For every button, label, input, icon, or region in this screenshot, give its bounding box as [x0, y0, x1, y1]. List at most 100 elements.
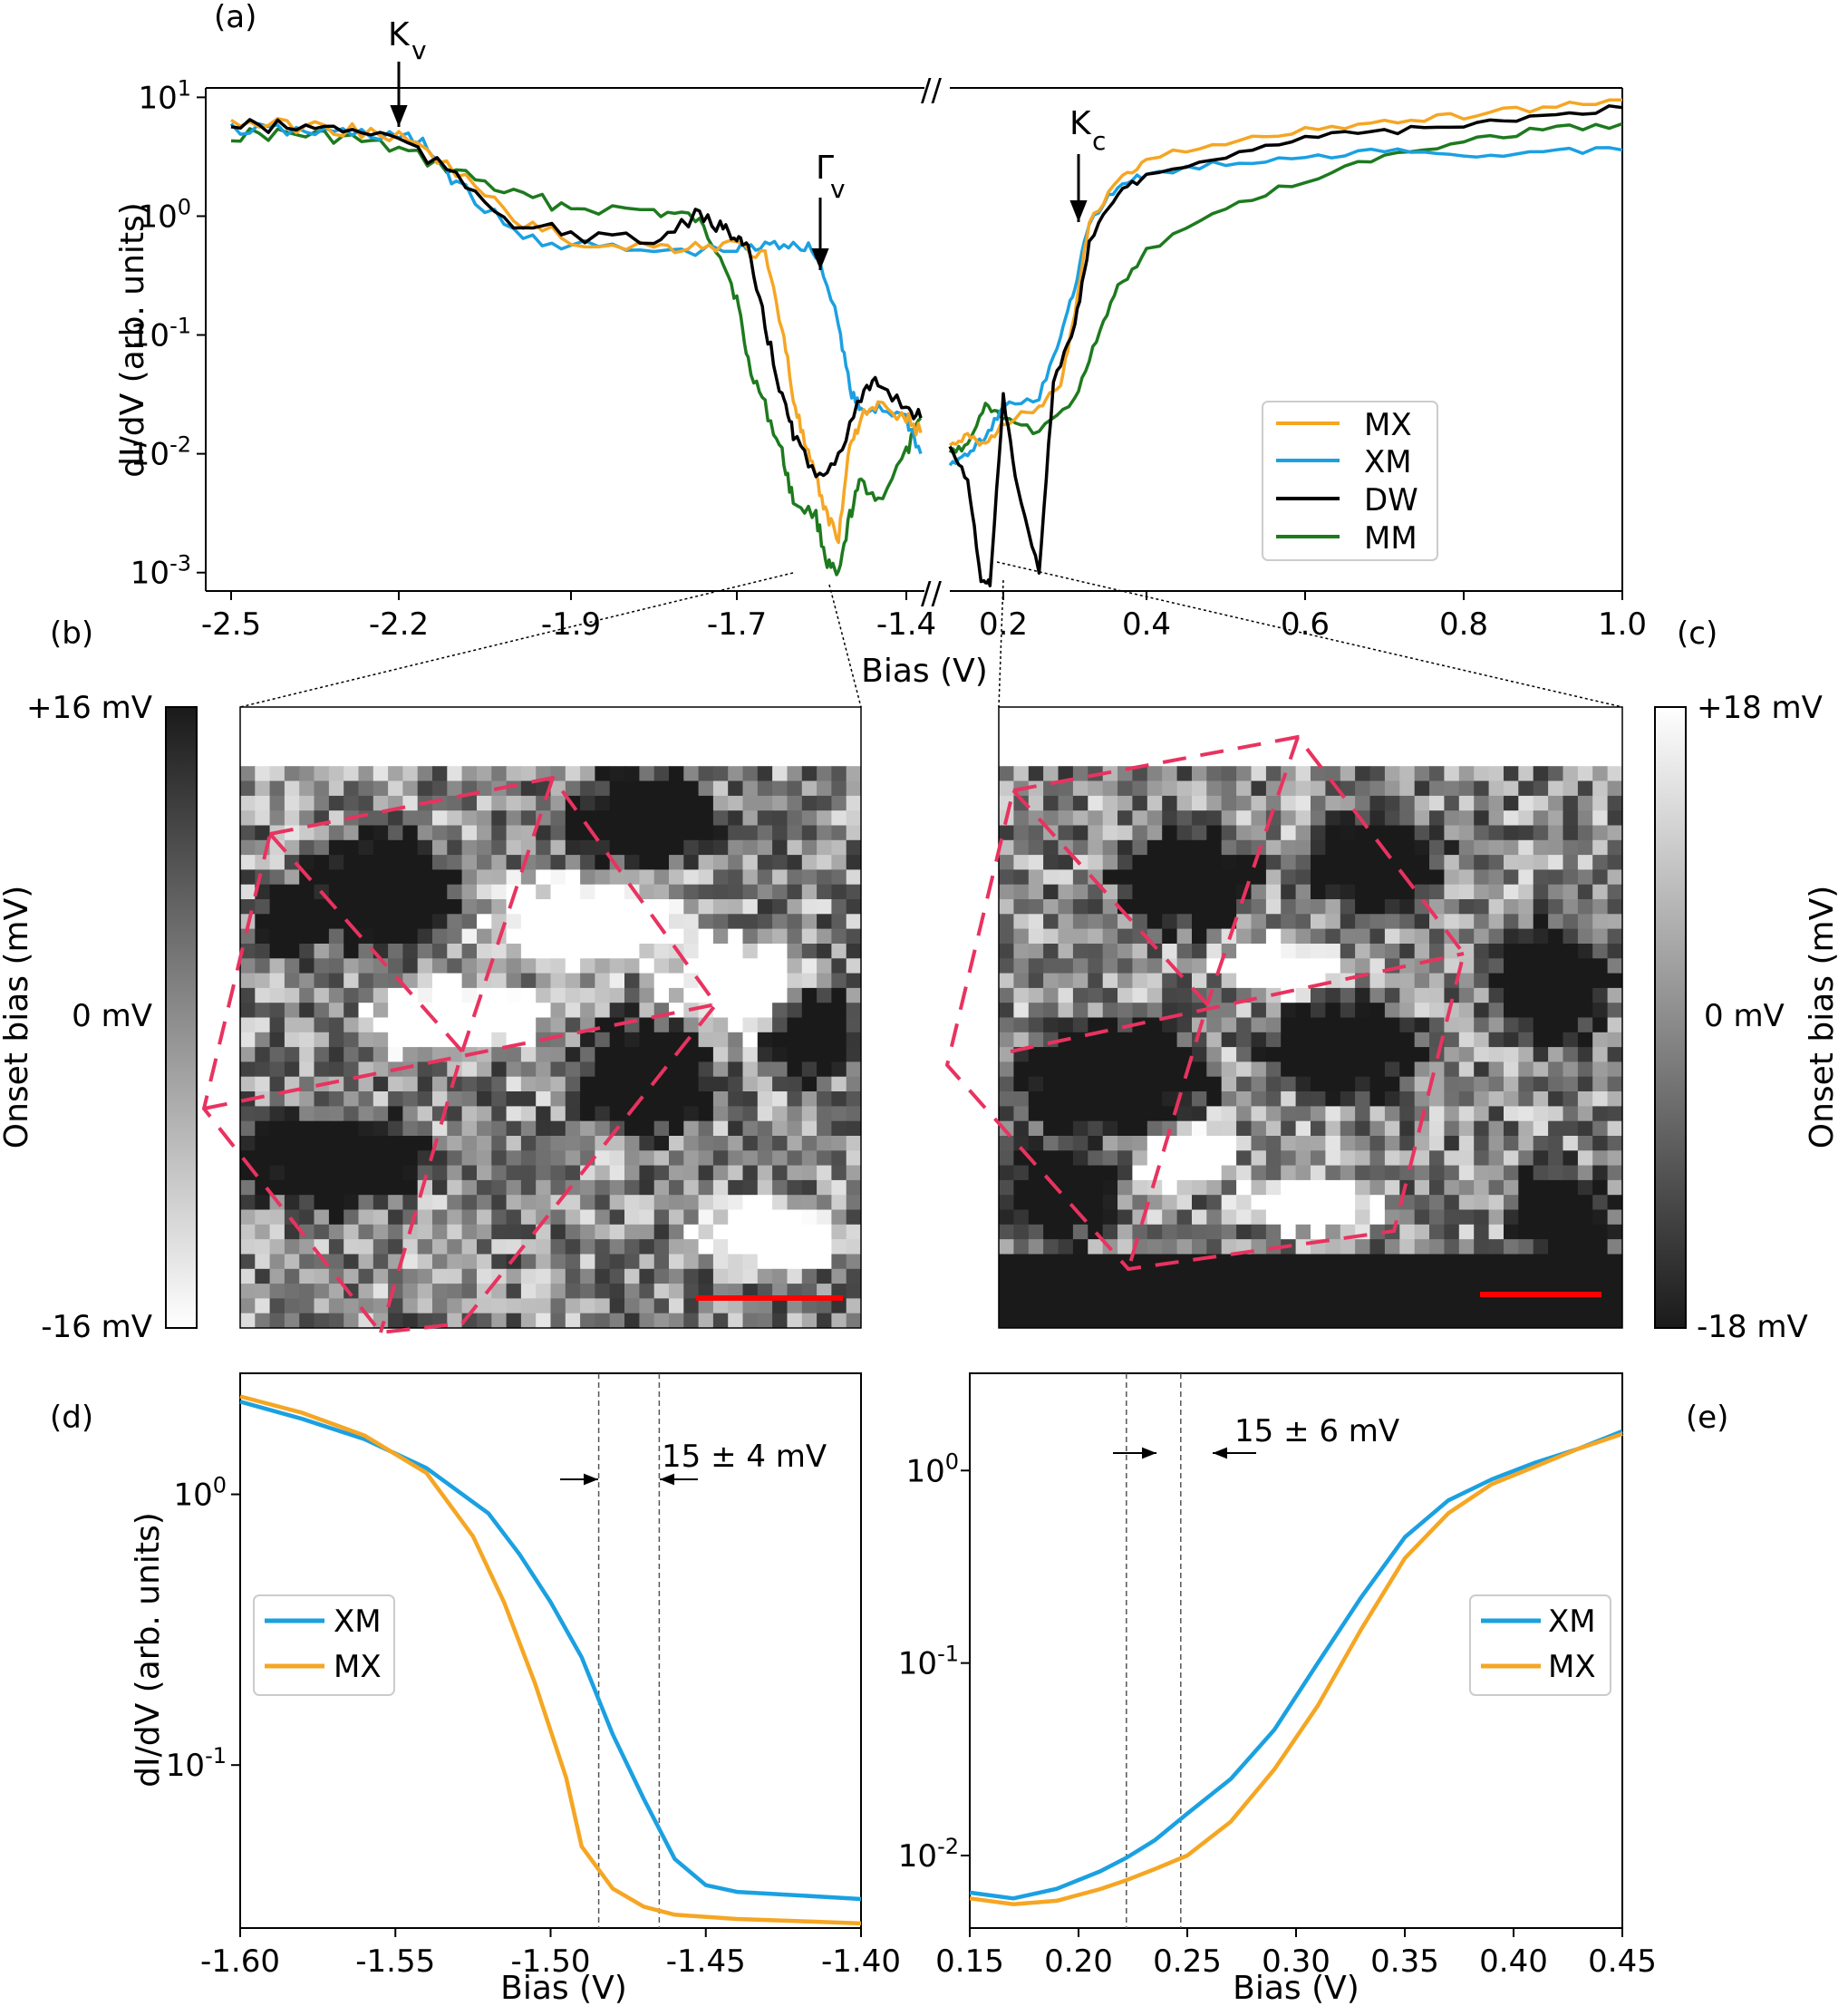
x-tick-label: -1.4	[876, 606, 936, 643]
panel-a-y-ticks: 101 100 10-1 10-2 10-3	[131, 75, 206, 592]
colorbar-b-bottom: -16 mV	[41, 1309, 152, 1345]
onset-map-b	[240, 707, 861, 1328]
x-tick-label: -1.55	[355, 1943, 435, 1980]
x-tick-label: -1.7	[707, 606, 767, 643]
annotation-gv-text: Γ	[816, 150, 834, 187]
panel-d-x-ticks: -1.60 -1.55 -1.50 -1.45 -1.40	[200, 1928, 901, 1980]
y-tick-label: 100	[173, 1473, 227, 1514]
annotation-kc-sub: c	[1092, 126, 1106, 156]
panel-a-label: (a)	[214, 0, 256, 35]
x-tick-label: 0.15	[935, 1943, 1004, 1980]
series-line-xm	[969, 1429, 1623, 1901]
series-line-dw-left	[230, 118, 923, 479]
series-line-mx-left	[230, 117, 923, 545]
panel-e-label: (e)	[1686, 1400, 1728, 1436]
x-tick-label: 0.4	[1122, 606, 1171, 643]
panel-b-label: (b)	[50, 615, 93, 652]
panel-c: (c) +18 mV 0 mV -18 mV Onset bias (mV)	[944, 615, 1841, 1345]
series-line-mx	[239, 1394, 862, 1926]
x-tick-label: 1.0	[1598, 606, 1647, 643]
series-line-mx	[969, 1431, 1623, 1906]
colorbar-c-mid: 0 mV	[1704, 998, 1785, 1034]
annotation-kv-text: K	[388, 16, 411, 53]
y-tick-label: 10-1	[898, 1642, 959, 1682]
axis-break-mark-top: //	[921, 73, 942, 109]
colorbar-c-label: Onset bias (mV)	[1804, 886, 1841, 1149]
annotation-kv-sub: v	[411, 35, 427, 65]
y-tick-label: 100	[138, 194, 191, 235]
onset-map-c	[999, 707, 1622, 1328]
panel-e-marker-lines	[1126, 1373, 1182, 1928]
panel-a-series	[229, 98, 1623, 587]
x-tick-label: 0.35	[1370, 1943, 1439, 1980]
annotation-kc: K c	[1069, 105, 1106, 222]
panel-e-annotation: 15 ± 6 mV	[1234, 1413, 1399, 1449]
legend-label-mm: MM	[1364, 520, 1417, 557]
x-tick-label: -2.5	[201, 606, 261, 643]
panel-e-y-ticks: 100 10-1 10-2	[898, 1449, 970, 1875]
y-tick-label: 10-2	[898, 1834, 959, 1875]
panel-a-x-axis-label: Bias (V)	[861, 653, 988, 690]
annotation-gv: Γ v	[811, 150, 846, 270]
colorbar-b-top: +16 mV	[26, 690, 152, 726]
panel-e-legend: XM MX	[1469, 1594, 1611, 1696]
series-line-mm-left	[230, 127, 923, 577]
x-tick-label: -1.50	[511, 1943, 591, 1980]
panel-a-y-axis-label: dI/dV (arb. units)	[114, 202, 151, 478]
y-tick-label: 10-1	[131, 314, 191, 354]
panel-a-x-ticks: -2.5 -2.2 -1.9 -1.7 -1.4 0.2 0.4 0.6 0.8 1.0	[201, 591, 1647, 643]
x-tick-label: 0.25	[1153, 1943, 1222, 1980]
panel-c-label: (c)	[1677, 615, 1717, 652]
legend-label-mx: MX	[334, 1649, 382, 1685]
panel-a-axes	[205, 87, 1623, 592]
panel-d-annotation: 15 ± 4 mV	[662, 1439, 827, 1475]
legend-label-xm: XM	[1364, 444, 1412, 480]
x-tick-label: 0.20	[1044, 1943, 1113, 1980]
series-line-mx-right	[948, 98, 1622, 447]
legend-label-mx: MX	[1548, 1649, 1596, 1685]
colorbar-c	[1654, 706, 1687, 1329]
y-tick-label: 10-3	[131, 551, 191, 592]
panel-d-marker-lines	[597, 1373, 661, 1928]
y-tick-label: 10-1	[166, 1743, 227, 1784]
series-line-dw-right	[948, 104, 1623, 587]
x-tick-label: 0.2	[979, 606, 1028, 643]
annotation-gv-sub: v	[830, 174, 846, 204]
x-tick-label: -1.60	[200, 1943, 280, 1980]
series-line-mm-right	[948, 121, 1623, 454]
overlay-c	[944, 734, 1466, 1272]
x-tick-label: 0.40	[1479, 1943, 1548, 1980]
x-tick-label: -1.9	[541, 606, 601, 643]
panel-d-label: (d)	[50, 1400, 93, 1436]
panel-d-y-ticks: 100 10-1	[166, 1473, 240, 1784]
panel-a: (a) // // 101 100 10-1 10-2 10-3 -2.5 -2.2 -1.…	[114, 0, 1647, 708]
annotation-kv: K v	[388, 16, 427, 127]
x-tick-label: -1.40	[821, 1943, 901, 1980]
overlay-b	[201, 775, 719, 1335]
moire-grid	[1010, 736, 1465, 1270]
x-tick-label: 0.45	[1588, 1943, 1657, 1980]
panel-e-x-axis-label: Bias (V)	[1233, 1970, 1359, 2006]
panel-e-x-ticks: 0.15 0.20 0.25 0.30 0.35 0.40 0.45	[935, 1928, 1657, 1980]
legend-label-xm: XM	[334, 1604, 382, 1640]
legend-label-dw: DW	[1364, 482, 1418, 518]
colorbar-b	[165, 706, 198, 1329]
panel-e: (e) 100 10-1 10-2 0.15 0.20 0.25 0.30 0.35 0.40…	[898, 1372, 1728, 2006]
colorbar-c-top: +18 mV	[1697, 690, 1823, 726]
colorbar-b-label: Onset bias (mV)	[0, 886, 35, 1149]
annotation-kc-text: K	[1069, 105, 1092, 142]
moire-grid	[203, 777, 717, 1333]
y-tick-label: 101	[138, 75, 191, 116]
x-tick-label: -1.45	[666, 1943, 746, 1980]
x-tick-label: -2.2	[369, 606, 429, 643]
colorbar-b-mid: 0 mV	[72, 998, 152, 1034]
panel-a-legend: MX XM DW MM	[1262, 401, 1438, 561]
x-tick-label: 0.8	[1439, 606, 1488, 643]
y-tick-label: 10-2	[131, 432, 191, 473]
panel-b: (b) +16 mV 0 mV -16 mV Onset bias (mV)	[0, 615, 862, 1345]
panel-e-series	[969, 1429, 1623, 1906]
panel-d: (d) 100 10-1 -1.60 -1.55 -1.50 -1.45 -1.40 dI…	[50, 1372, 901, 2006]
panel-d-legend: XM MX	[253, 1594, 395, 1696]
legend-label-xm: XM	[1548, 1604, 1596, 1640]
